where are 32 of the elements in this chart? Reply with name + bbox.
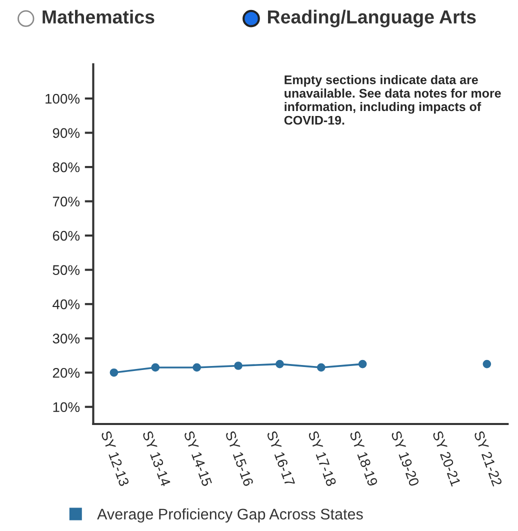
y-tick-label: 60% [52, 230, 80, 241]
x-tick-label: SY 15-16 [225, 430, 254, 487]
y-tick-label: 80% [52, 162, 80, 172]
x-tick-label: SY 19-20 [390, 430, 420, 487]
text: Mathematics [42, 10, 154, 24]
x-tick-label: SY 13-14 [142, 430, 171, 487]
x-tick-label: SY 20-21 [432, 430, 461, 487]
point [110, 368, 118, 377]
point [234, 362, 242, 370]
y-tick-label: 20% [52, 368, 80, 378]
y-tick-label: 70% [52, 196, 80, 206]
y-tick-label: 30% [52, 334, 80, 344]
y-tick-label: 50% [52, 265, 80, 275]
x-tick-label: SY 18-19 [349, 430, 378, 487]
y-tick-label: 10% [53, 402, 80, 412]
x-tick-label: SY 17-18 [308, 430, 337, 487]
x-tick-label: SY 12-13 [100, 430, 130, 487]
x-tick-label: SY 14-15 [184, 430, 212, 487]
point [482, 360, 492, 368]
x-tick-label: SY 16-17 [266, 430, 296, 487]
point [358, 360, 367, 368]
point [316, 363, 326, 372]
point [276, 360, 284, 368]
y-tick-label: 90% [52, 128, 80, 138]
x-tick-label: SY 21-22 [474, 430, 502, 487]
text: Reading/Language Arts [268, 10, 476, 28]
annotation: Empty sections indicate data are unavailable. See data notes for more information, including impacts of COVID-19. [284, 75, 501, 125]
point [192, 363, 202, 372]
legend-label: Average Proficiency Gap Across States [97, 508, 363, 523]
y-tick-label: 100% [46, 94, 80, 104]
point [151, 363, 160, 372]
y-tick-label: 40% [52, 299, 80, 310]
